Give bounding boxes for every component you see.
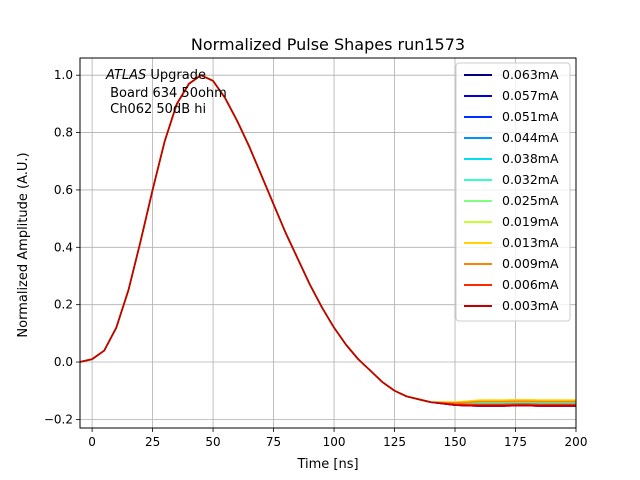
annotation-line-1: ATLAS Upgrade [105, 68, 206, 83]
legend-label: 0.063mA [502, 67, 559, 82]
legend-label: 0.057mA [502, 88, 559, 103]
atlas-annotation: ATLAS Upgrade Board 634 50ohm Ch062 50dB… [105, 68, 227, 117]
legend-box [455, 62, 571, 322]
x-tick-label: 50 [205, 435, 220, 449]
axes-frame [79, 57, 577, 429]
series-line-0.003mA [80, 74, 576, 407]
legend-label: 0.009mA [502, 256, 559, 271]
legend-label: 0.032mA [502, 172, 559, 187]
legend-label: 0.003mA [502, 298, 559, 313]
x-tick-label: 125 [383, 435, 406, 449]
x-tick-label: 200 [565, 435, 588, 449]
annotation-atlas: ATLAS [105, 68, 146, 83]
legend-label: 0.006mA [502, 277, 559, 292]
x-tick-label: 25 [145, 435, 160, 449]
annotation-line-2: Board 634 50ohm [106, 86, 227, 101]
y-axis-label: Normalized Amplitude (A.U.) [16, 152, 31, 337]
legend-label: 0.025mA [502, 193, 559, 208]
y-tick-label: 0.2 [54, 298, 73, 312]
legend-label: 0.044mA [502, 130, 559, 145]
legend-label: 0.051mA [502, 109, 559, 124]
y-tick-label: 0.6 [54, 183, 73, 197]
legend-label: 0.013mA [502, 235, 559, 250]
y-tick-label: 0.0 [54, 355, 73, 369]
legend-label: 0.038mA [502, 151, 559, 166]
x-tick-label: 75 [266, 435, 281, 449]
legend-label: 0.019mA [502, 214, 559, 229]
axis-ticks: 0 25 50 75 100 125 150 175 200 −0.2 0.0 0.2 0.4 0.6 0.… [44, 68, 588, 449]
x-tick-label: 150 [444, 435, 467, 449]
x-axis-label: Time [ns] [296, 457, 358, 472]
legend: 0.063mA 0.057mA 0.051mA 0.044mA 0.038mA 0.032… [455, 62, 571, 322]
x-tick-label: 100 [323, 435, 346, 449]
y-tick-label: 1.0 [54, 68, 73, 82]
x-tick-label: 0 [88, 435, 96, 449]
y-tick-label: 0.4 [54, 240, 73, 254]
annotation-upgrade: Upgrade [146, 68, 206, 83]
y-tick-label: 0.8 [54, 126, 73, 140]
y-tick-label: −0.2 [44, 412, 73, 426]
annotation-line-3: Ch062 50dB hi [106, 102, 206, 117]
x-tick-label: 175 [504, 435, 527, 449]
chart-title: Normalized Pulse Shapes run1573 [191, 35, 465, 54]
plot-lines [80, 74, 576, 407]
